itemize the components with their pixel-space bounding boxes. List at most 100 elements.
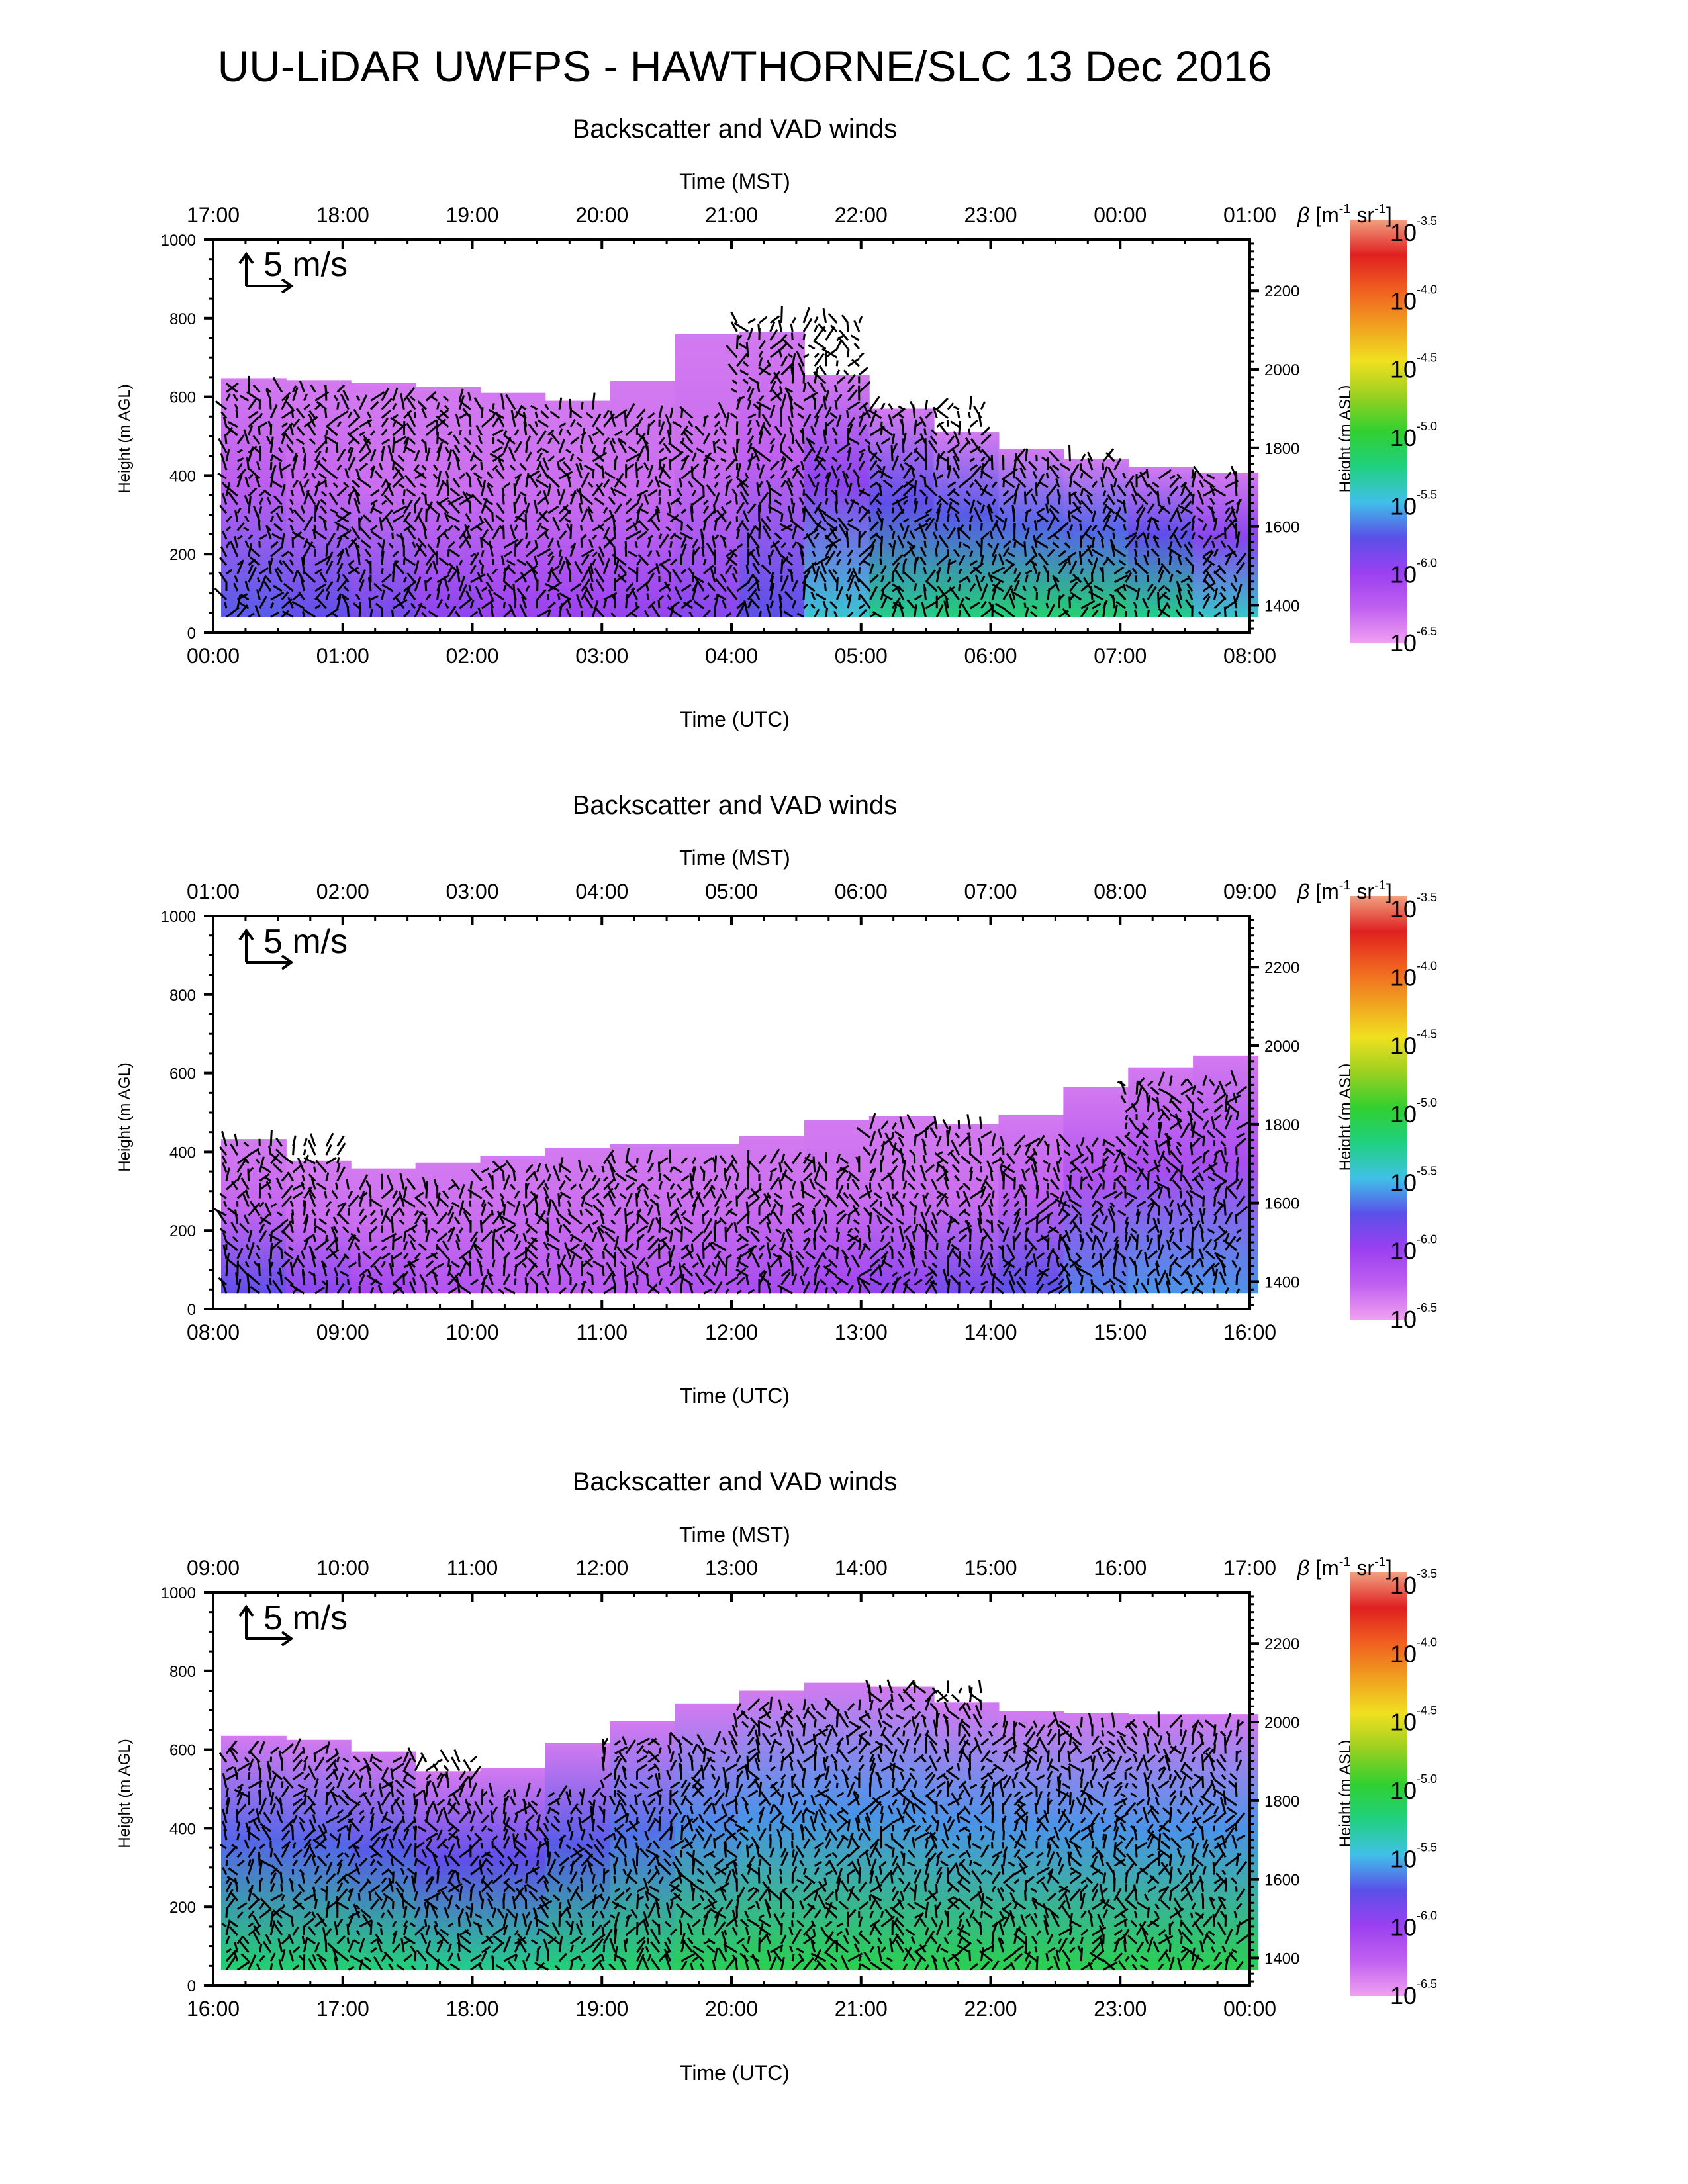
wind-vector — [1133, 1284, 1138, 1294]
panel-2-bottom-axis-label: Time (UTC) — [680, 1384, 790, 1408]
wind-vector — [669, 558, 678, 566]
wind-vector — [898, 1225, 905, 1242]
wind-vector — [869, 482, 876, 488]
wind-vector — [225, 426, 234, 436]
wind-vector — [225, 516, 232, 523]
wind-vector — [533, 500, 539, 514]
wind-vector — [325, 1144, 332, 1156]
wind-vector — [1047, 1237, 1050, 1250]
wind-vector — [836, 550, 842, 557]
wind-vector — [782, 1173, 794, 1182]
wind-vector — [609, 440, 616, 453]
wind-vector — [680, 508, 687, 514]
wind-vector — [769, 321, 776, 332]
wind-vector — [1047, 1248, 1055, 1259]
wind-vector — [303, 516, 314, 531]
wind-vector — [350, 539, 361, 549]
wind-vector — [888, 1244, 894, 1251]
wind-vector — [355, 468, 361, 479]
wind-vector — [758, 480, 763, 488]
wind-vector — [825, 471, 832, 488]
wind-vector — [825, 1244, 831, 1251]
wind-vector — [336, 448, 346, 462]
wind-vector — [666, 512, 682, 523]
wind-vector — [242, 1193, 250, 1208]
wind-vector — [447, 565, 453, 574]
wind-vector — [968, 412, 971, 419]
wind-vector — [258, 540, 261, 548]
wind-vector — [1102, 1156, 1109, 1165]
wind-vector — [987, 504, 994, 514]
wind-vector — [747, 427, 753, 436]
wind-vector — [1045, 472, 1049, 479]
wind-vector — [1150, 1086, 1160, 1095]
wind-vector — [530, 1191, 538, 1199]
wind-vector — [1206, 473, 1215, 480]
wind-vector — [547, 455, 555, 463]
wind-vector — [1129, 481, 1138, 496]
wind-vector — [751, 1252, 761, 1268]
wind-vector — [811, 1210, 816, 1216]
wind-vector — [503, 539, 519, 549]
wind-vector — [1043, 1140, 1049, 1147]
wind-vector — [658, 489, 661, 496]
wind-vector — [724, 1167, 727, 1181]
wind-vector — [888, 414, 894, 428]
wind-vector — [463, 437, 471, 445]
wind-vector — [1197, 535, 1204, 540]
wind-vector — [767, 1216, 772, 1225]
wind-vector — [301, 1181, 305, 1190]
wind-vector — [1058, 595, 1061, 609]
wind-vector — [726, 345, 738, 359]
wind-vector — [931, 1212, 938, 1225]
wind-vector — [1179, 1229, 1182, 1242]
wind-vector — [947, 501, 953, 514]
wind-vector — [1103, 1139, 1115, 1148]
wind-vector — [1169, 1253, 1174, 1259]
wind-vector — [803, 1237, 810, 1243]
wind-vector — [735, 496, 738, 505]
wind-vector — [825, 347, 839, 359]
wind-vector — [914, 457, 920, 463]
colorbar-tick-label: 10 — [1390, 964, 1417, 991]
wind-vector — [1084, 531, 1093, 540]
wind-vector — [953, 455, 961, 471]
wind-vector — [667, 594, 672, 600]
wind-vector — [847, 1267, 851, 1277]
wind-vector — [825, 608, 829, 617]
wind-vector — [823, 395, 827, 410]
wind-vector — [1102, 558, 1109, 566]
wind-vector — [414, 1825, 418, 1841]
wind-vector — [1217, 565, 1227, 574]
wind-vector — [836, 1170, 845, 1182]
wind-vector — [1064, 542, 1071, 549]
wind-vector — [943, 600, 949, 617]
wind-vector — [400, 532, 405, 548]
wind-vector — [1170, 1163, 1182, 1173]
wind-vector — [565, 523, 572, 531]
wind-vector — [451, 1179, 461, 1191]
wind-vector — [479, 536, 494, 549]
wind-vector — [886, 1191, 894, 1208]
wind-vector — [1164, 586, 1171, 592]
wind-vector — [736, 580, 751, 592]
wind-vector — [528, 474, 538, 488]
wind-vector — [481, 599, 494, 610]
wind-vector — [980, 555, 984, 566]
x-tick-label: 14:00 — [964, 1320, 1017, 1344]
y-tick-label: 200 — [169, 546, 196, 564]
wind-vector — [436, 513, 440, 522]
wind-vector — [1191, 1137, 1201, 1148]
wind-vector — [414, 496, 422, 506]
wind-vector — [1002, 563, 1014, 574]
wind-vector — [1000, 1136, 1005, 1147]
wind-vector — [703, 499, 709, 506]
wind-vector — [469, 599, 475, 609]
wind-vector — [936, 1209, 943, 1216]
wind-vector — [1023, 541, 1027, 557]
wind-vector — [421, 465, 427, 471]
wind-vector — [445, 447, 449, 453]
wind-vector — [951, 1140, 961, 1156]
wind-vector — [741, 522, 749, 531]
wind-vector — [292, 418, 301, 428]
